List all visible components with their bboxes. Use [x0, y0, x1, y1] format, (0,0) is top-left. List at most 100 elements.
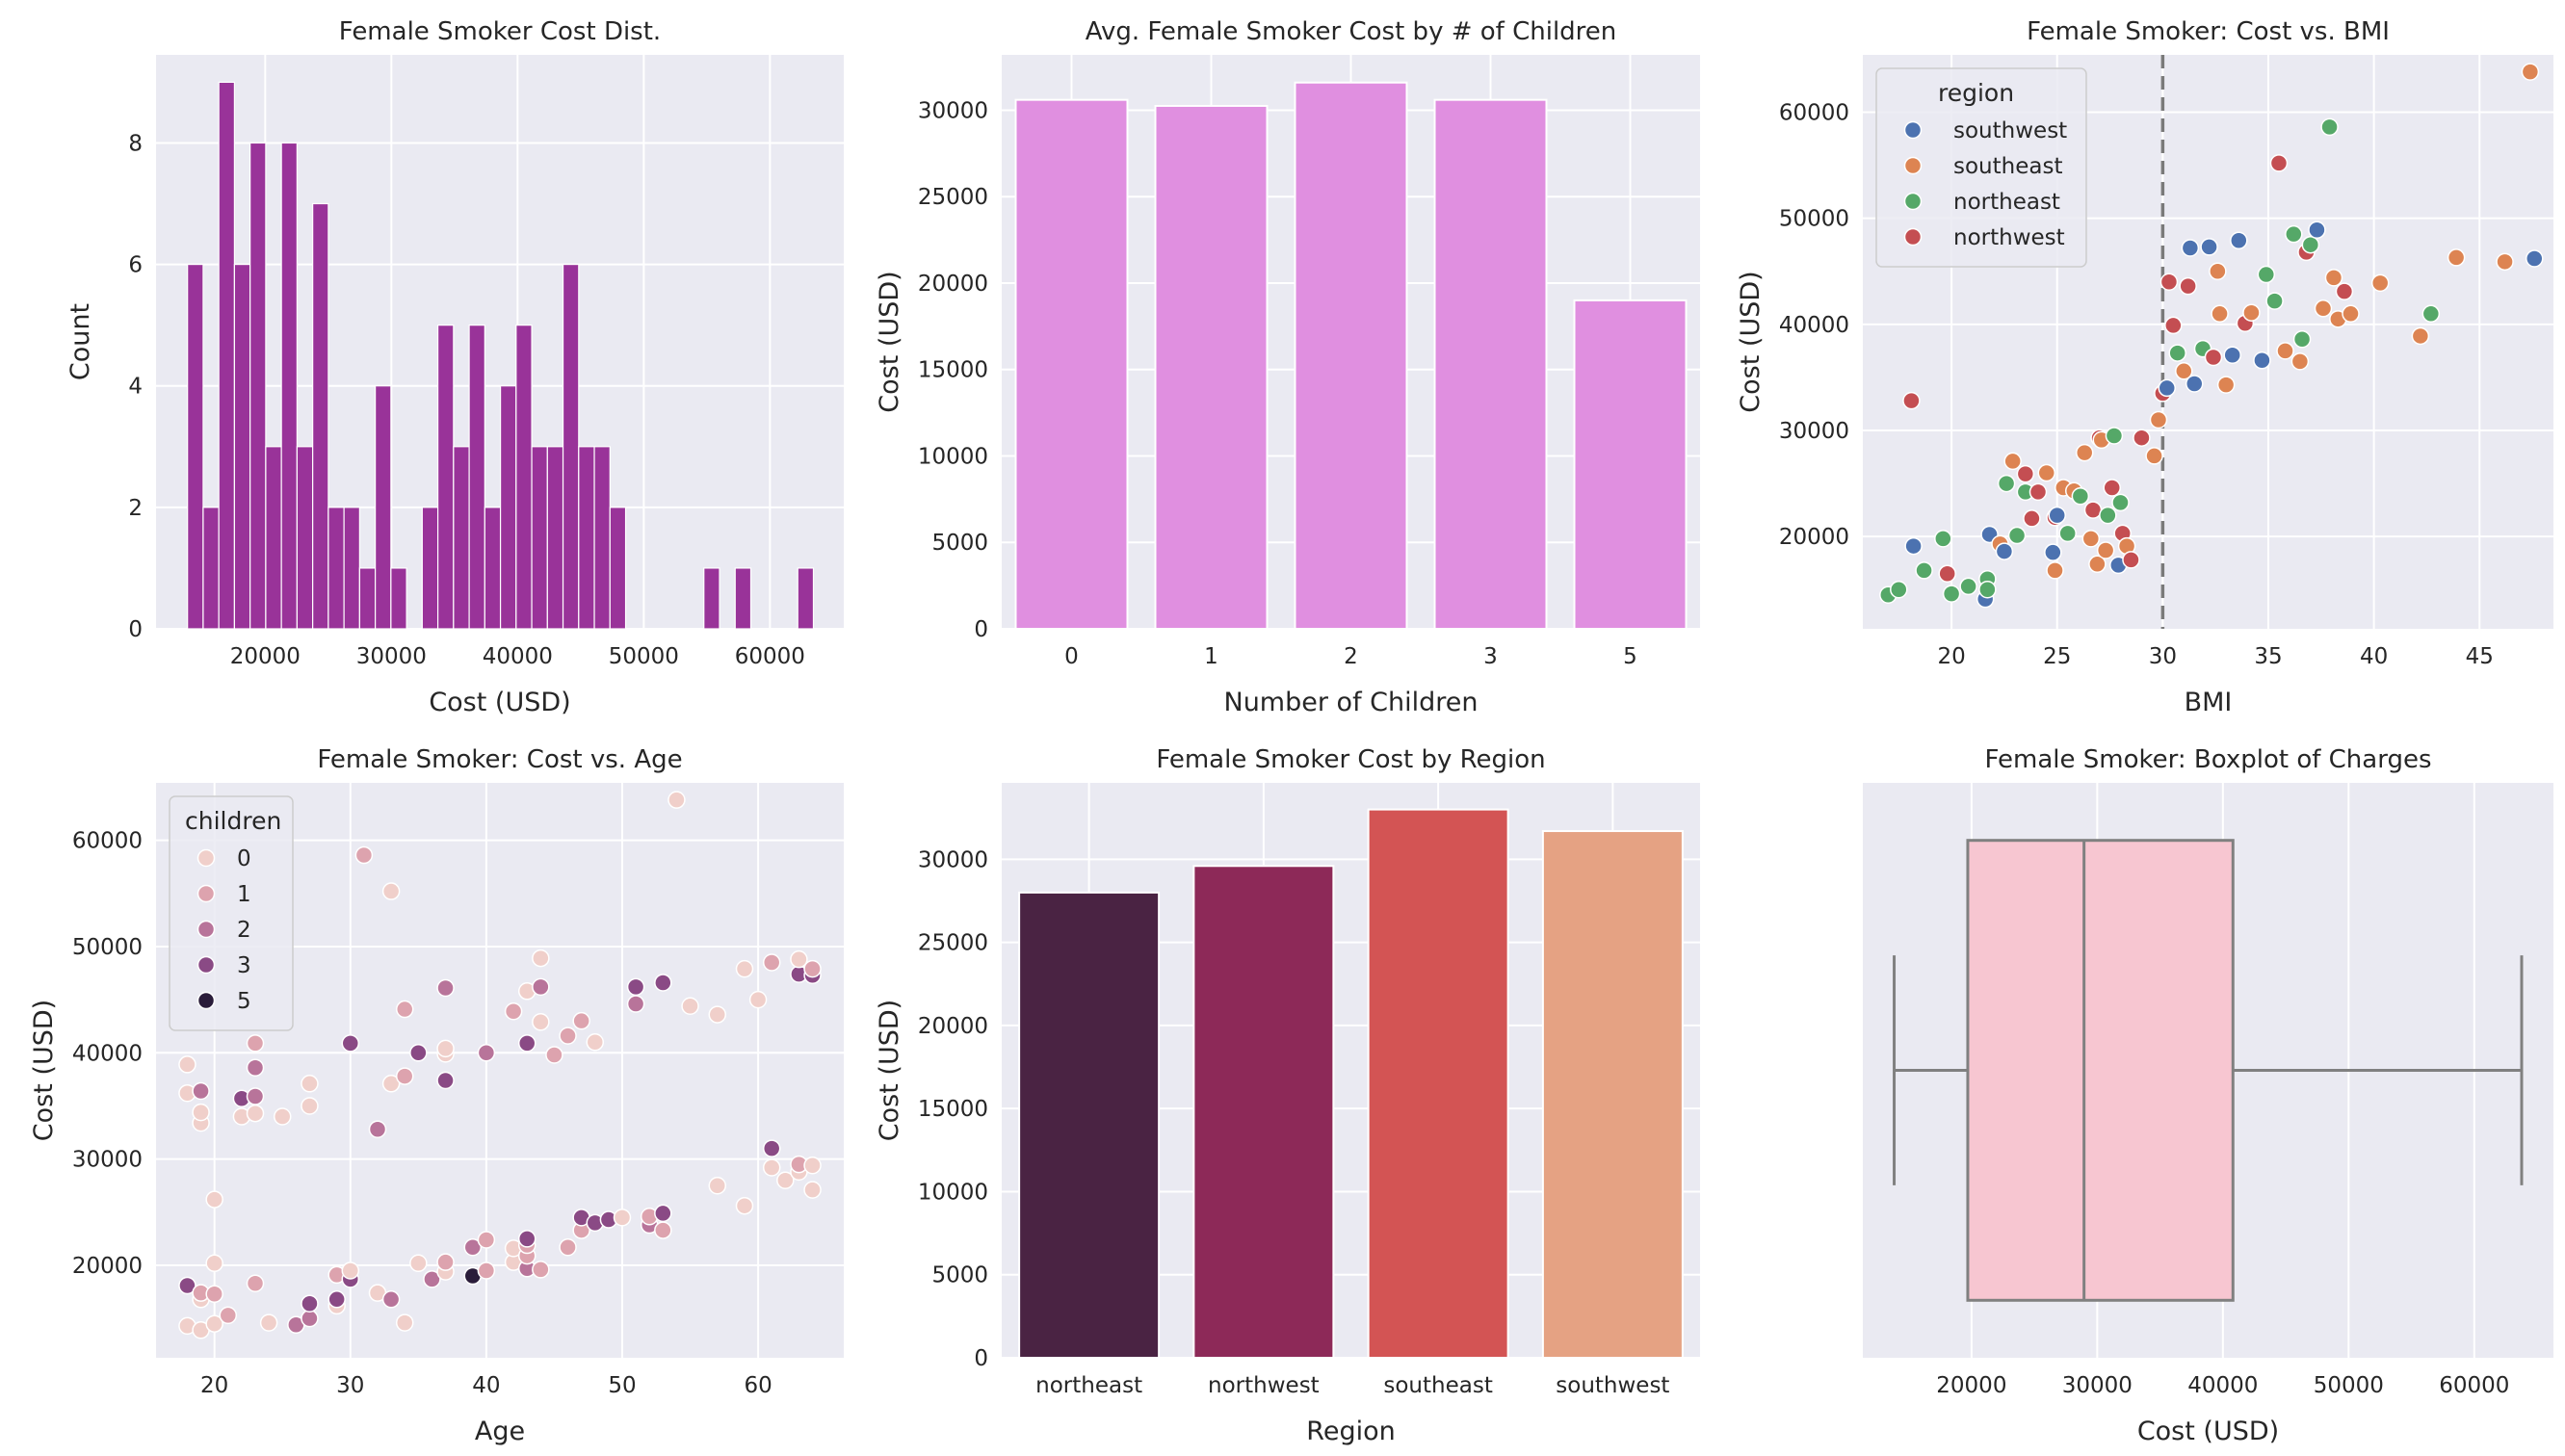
chart-panel-6: Female Smoker: Boxplot of Charges Cost (U… — [1863, 745, 2553, 1446]
scatter-point — [2324, 269, 2343, 287]
scatter-point — [2083, 501, 2103, 519]
legend-entry: 3 — [237, 953, 251, 978]
histogram-bar — [187, 263, 204, 630]
x-tick-label: 2 — [1344, 644, 1358, 669]
scatter-point — [301, 1294, 319, 1313]
legend-entry: 5 — [237, 989, 251, 1014]
scatter-point — [246, 1087, 265, 1105]
legend-title: children — [185, 807, 281, 835]
legend-marker — [196, 955, 216, 975]
x-tick-label: northwest — [1208, 1373, 1320, 1398]
scatter-point — [735, 959, 754, 978]
histogram-bar — [202, 507, 220, 630]
scatter-point — [205, 1254, 223, 1273]
x-axis-label: Number of Children — [1224, 688, 1479, 717]
histogram-bar — [375, 385, 392, 630]
legend-entry: 0 — [237, 846, 251, 871]
scatter-point — [2211, 304, 2229, 324]
x-tick-label: 0 — [1064, 644, 1079, 669]
chart-panel-1: Female Smoker Cost Dist. Cost (USD) Count 2… — [65, 17, 844, 717]
scatter-point — [1995, 542, 2014, 560]
x-tick-label: 20 — [1937, 644, 1965, 669]
chart-title: Female Smoker: Cost vs. BMI — [2027, 17, 2390, 46]
y-axis-label: Count — [65, 303, 95, 380]
scatter-point — [436, 1071, 455, 1090]
scatter-point — [2048, 506, 2066, 525]
y-tick-label: 30000 — [918, 98, 988, 123]
scatter-point — [395, 1000, 414, 1019]
y-tick-label: 15000 — [918, 358, 988, 383]
y-tick-label: 0 — [128, 617, 143, 642]
x-tick-label: northeast — [1035, 1373, 1142, 1398]
box-iqr — [1966, 839, 2235, 1302]
y-tick-label: 5000 — [931, 531, 988, 556]
scatter-point — [2526, 249, 2544, 268]
histogram-bar — [249, 142, 267, 630]
histogram-bar — [296, 446, 314, 630]
scatter-point — [381, 1075, 401, 1093]
scatter-point — [803, 1157, 822, 1175]
scatter-point — [613, 1209, 632, 1227]
scatter-point — [341, 1034, 360, 1053]
scatter-point — [205, 1190, 223, 1209]
scatter-point — [1942, 585, 1961, 603]
scatter-point — [477, 1231, 496, 1249]
scatter-point — [2044, 543, 2062, 561]
scatter-point — [246, 1274, 265, 1293]
scatter-point — [2096, 541, 2115, 559]
scatter-point — [803, 959, 822, 978]
histogram-bar — [562, 263, 580, 630]
scatter-point — [2122, 551, 2140, 569]
scatter-point — [2175, 362, 2193, 380]
scatter-point — [667, 791, 686, 809]
y-tick-label: 8 — [128, 131, 143, 156]
scatter-point — [327, 1290, 346, 1309]
scatter-point — [354, 845, 374, 865]
scatter-point — [803, 1181, 822, 1199]
scatter-point — [2230, 231, 2248, 250]
y-axis-label: Cost (USD) — [1736, 271, 1766, 412]
scatter-point — [368, 1120, 387, 1138]
histogram-bar — [218, 81, 236, 630]
scatter-point — [2496, 252, 2514, 272]
x-tick-label: 20000 — [1936, 1373, 2006, 1398]
scatter-point — [2149, 410, 2168, 429]
scatter-point — [2075, 443, 2094, 462]
scatter-point — [735, 1196, 754, 1215]
chart-panel-3: Female Smoker: Cost vs. BMI BMI Cost (USD)… — [1736, 17, 2553, 717]
x-tick-label: 35 — [2254, 644, 2282, 669]
scatter-point — [2447, 248, 2466, 267]
scatter-point — [654, 1221, 672, 1239]
scatter-point — [776, 1171, 795, 1189]
histogram-bar — [436, 325, 455, 630]
histogram-bar — [265, 446, 282, 630]
scatter-point — [395, 1313, 414, 1332]
bar-0 — [1014, 98, 1129, 631]
scatter-point — [2285, 224, 2303, 244]
scatter-point — [532, 977, 550, 997]
scatter-point — [395, 1067, 414, 1085]
scatter-point — [2103, 479, 2121, 497]
legend: children 0 1 2 3 5 — [169, 795, 294, 1031]
scatter-point — [2158, 378, 2176, 398]
scatter-point — [205, 1285, 223, 1304]
y-tick-label: 10000 — [918, 1180, 988, 1205]
x-tick-label: southeast — [1383, 1373, 1492, 1398]
scatter-point — [762, 953, 781, 972]
scatter-point — [2370, 273, 2390, 293]
histogram-bar — [703, 567, 720, 630]
y-tick-label: 20000 — [918, 272, 988, 297]
x-tick-label: 50000 — [609, 644, 679, 669]
scatter-point — [2133, 429, 2151, 447]
scatter-point — [2342, 304, 2360, 324]
legend-entry: northwest — [1953, 225, 2065, 250]
scatter-point — [626, 995, 645, 1013]
x-tick-label: 60 — [744, 1373, 772, 1398]
histogram-bar — [734, 567, 752, 630]
scatter-point — [2223, 346, 2241, 365]
bar-southeast — [1367, 808, 1509, 1359]
x-tick-label: southwest — [1556, 1373, 1669, 1398]
y-tick-label: 40000 — [1779, 313, 1849, 338]
legend-marker — [1903, 120, 1923, 140]
